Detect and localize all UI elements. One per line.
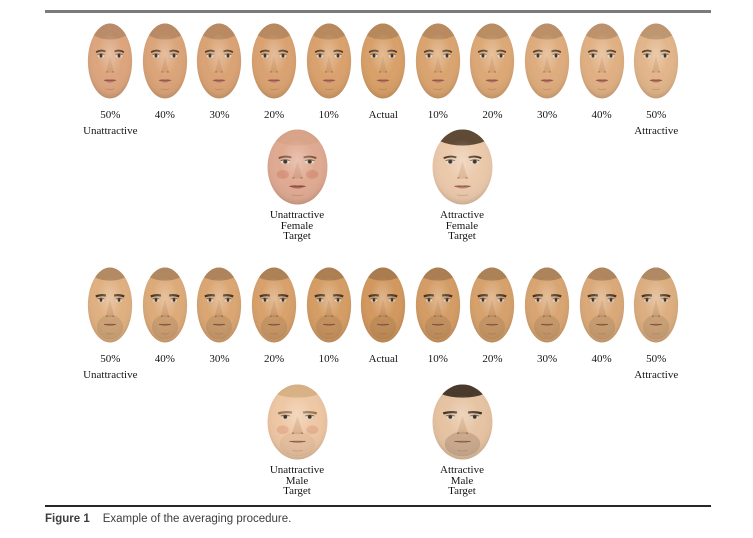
morph-row-male: 50% Unattractive 40% 30% 20% 10% Actual 10% 20% 3…	[83, 266, 684, 381]
morph-percent-label: 50%	[646, 109, 667, 121]
morph-face-male-9	[578, 266, 626, 344]
morph-percent-label: 40%	[591, 353, 612, 365]
morph-percent-label: 10%	[318, 109, 339, 121]
morph-percent-label: Actual	[368, 353, 398, 365]
morph-percent-label: 40%	[154, 109, 175, 121]
morph-percent-label: 40%	[591, 109, 612, 121]
morph-percent-label: 50%	[646, 353, 667, 365]
target-label-line: Attractive	[440, 209, 484, 221]
bottom-rule	[45, 505, 711, 507]
target-label-line: Target	[448, 230, 476, 242]
morph-percent-label: 20%	[482, 109, 503, 121]
morph-percent-label: 10%	[427, 353, 448, 365]
figure-caption-label: Figure 1	[45, 513, 90, 525]
morph-face-male-1	[141, 266, 189, 344]
morph-percent-label: 20%	[482, 353, 503, 365]
morph-face-female-9	[578, 22, 626, 100]
morph-cell-male-7: 20%	[465, 266, 520, 381]
morph-percent-label: 30%	[209, 109, 230, 121]
morph-face-male-10	[632, 266, 680, 344]
extreme-label: Unattractive	[83, 125, 138, 137]
morph-face-male-7	[468, 266, 516, 344]
target-attractive-female: Attractive Female Target	[387, 128, 537, 242]
morph-cell-female-6: 10%	[411, 22, 466, 137]
figure-caption-text: Example of the averaging procedure.	[102, 513, 292, 525]
figure-caption: Figure 1 Example of the averaging procedu…	[45, 513, 291, 525]
morph-cell-female-5: Actual	[356, 22, 411, 137]
target-label-line: Female	[280, 219, 314, 232]
morph-face-female-10	[632, 22, 680, 100]
morph-cell-female-0: 50% Unattractive	[83, 22, 138, 137]
extreme-label: Attractive	[634, 369, 679, 381]
target-label-line: Target	[283, 230, 311, 242]
target-label-line: Male	[450, 474, 474, 487]
target-label-line: Attractive	[440, 464, 484, 476]
morph-face-male-3	[250, 266, 298, 344]
morph-cell-female-8: 30%	[520, 22, 575, 137]
morph-face-male-8	[523, 266, 571, 344]
morph-cell-female-4: 10%	[301, 22, 356, 137]
target-label-line: Target	[283, 485, 311, 497]
morph-face-male-4	[305, 266, 353, 344]
morph-percent-label: 50%	[100, 353, 121, 365]
morph-face-female-2	[195, 22, 243, 100]
morph-face-female-4	[305, 22, 353, 100]
target-label-line: Unattractive	[269, 464, 325, 476]
morph-face-female-8	[523, 22, 571, 100]
morph-cell-male-8: 30%	[520, 266, 575, 381]
morph-cell-male-5: Actual	[356, 266, 411, 381]
morph-percent-label: 20%	[263, 109, 285, 121]
morph-cell-female-2: 30%	[192, 22, 247, 137]
top-rule	[45, 10, 711, 13]
morph-percent-label: 30%	[536, 109, 558, 121]
morph-face-female-6	[414, 22, 462, 100]
morph-percent-label: 50%	[100, 109, 121, 121]
target-label-line: Target	[448, 485, 476, 497]
morph-percent-label: 20%	[263, 353, 285, 365]
morph-face-female-5	[359, 22, 407, 100]
target-unattractive-male: Unattractive Male Target	[222, 383, 372, 497]
target-attractive-male: Attractive Male Target	[387, 383, 537, 497]
morph-cell-female-3: 20%	[247, 22, 302, 137]
morph-face-male-2	[195, 266, 243, 344]
morph-percent-label: 10%	[427, 109, 448, 121]
target-face-unattractive-male	[265, 383, 330, 461]
morph-cell-female-10: 50% Attractive	[629, 22, 684, 137]
target-face-attractive-female	[430, 128, 495, 206]
morph-cell-female-9: 40%	[574, 22, 629, 137]
target-label-line: Unattractive	[269, 209, 325, 221]
target-face-attractive-male	[430, 383, 495, 461]
morph-cell-male-10: 50% Attractive	[629, 266, 684, 381]
morph-cell-male-4: 10%	[301, 266, 356, 381]
morph-cell-female-7: 20%	[465, 22, 520, 137]
morph-cell-male-1: 40%	[138, 266, 193, 381]
morph-percent-label: Actual	[368, 109, 398, 121]
morph-cell-female-1: 40%	[138, 22, 193, 137]
morph-cell-male-3: 20%	[247, 266, 302, 381]
morph-face-male-5	[359, 266, 407, 344]
morph-cell-male-9: 40%	[574, 266, 629, 381]
morph-percent-label: 10%	[318, 353, 339, 365]
target-face-unattractive-female	[265, 128, 330, 206]
extreme-label: Unattractive	[83, 369, 138, 381]
target-unattractive-female: Unattractive Female Target	[222, 128, 372, 242]
morph-row-female: 50% Unattractive 40% 30% 20% 10% Actual 10% 20% 3…	[83, 22, 684, 137]
morph-face-female-7	[468, 22, 516, 100]
morph-face-female-0	[86, 22, 134, 100]
morph-face-male-0	[86, 266, 134, 344]
target-label-line: Male	[285, 474, 309, 487]
morph-percent-label: 30%	[209, 353, 230, 365]
morph-percent-label: 40%	[154, 353, 175, 365]
morph-cell-male-6: 10%	[411, 266, 466, 381]
morph-face-female-3	[250, 22, 298, 100]
morph-cell-male-0: 50% Unattractive	[83, 266, 138, 381]
morph-percent-label: 30%	[536, 353, 558, 365]
morph-cell-male-2: 30%	[192, 266, 247, 381]
target-label-line: Female	[445, 219, 479, 232]
morph-face-male-6	[414, 266, 462, 344]
extreme-label: Attractive	[634, 125, 679, 137]
morph-face-female-1	[141, 22, 189, 100]
